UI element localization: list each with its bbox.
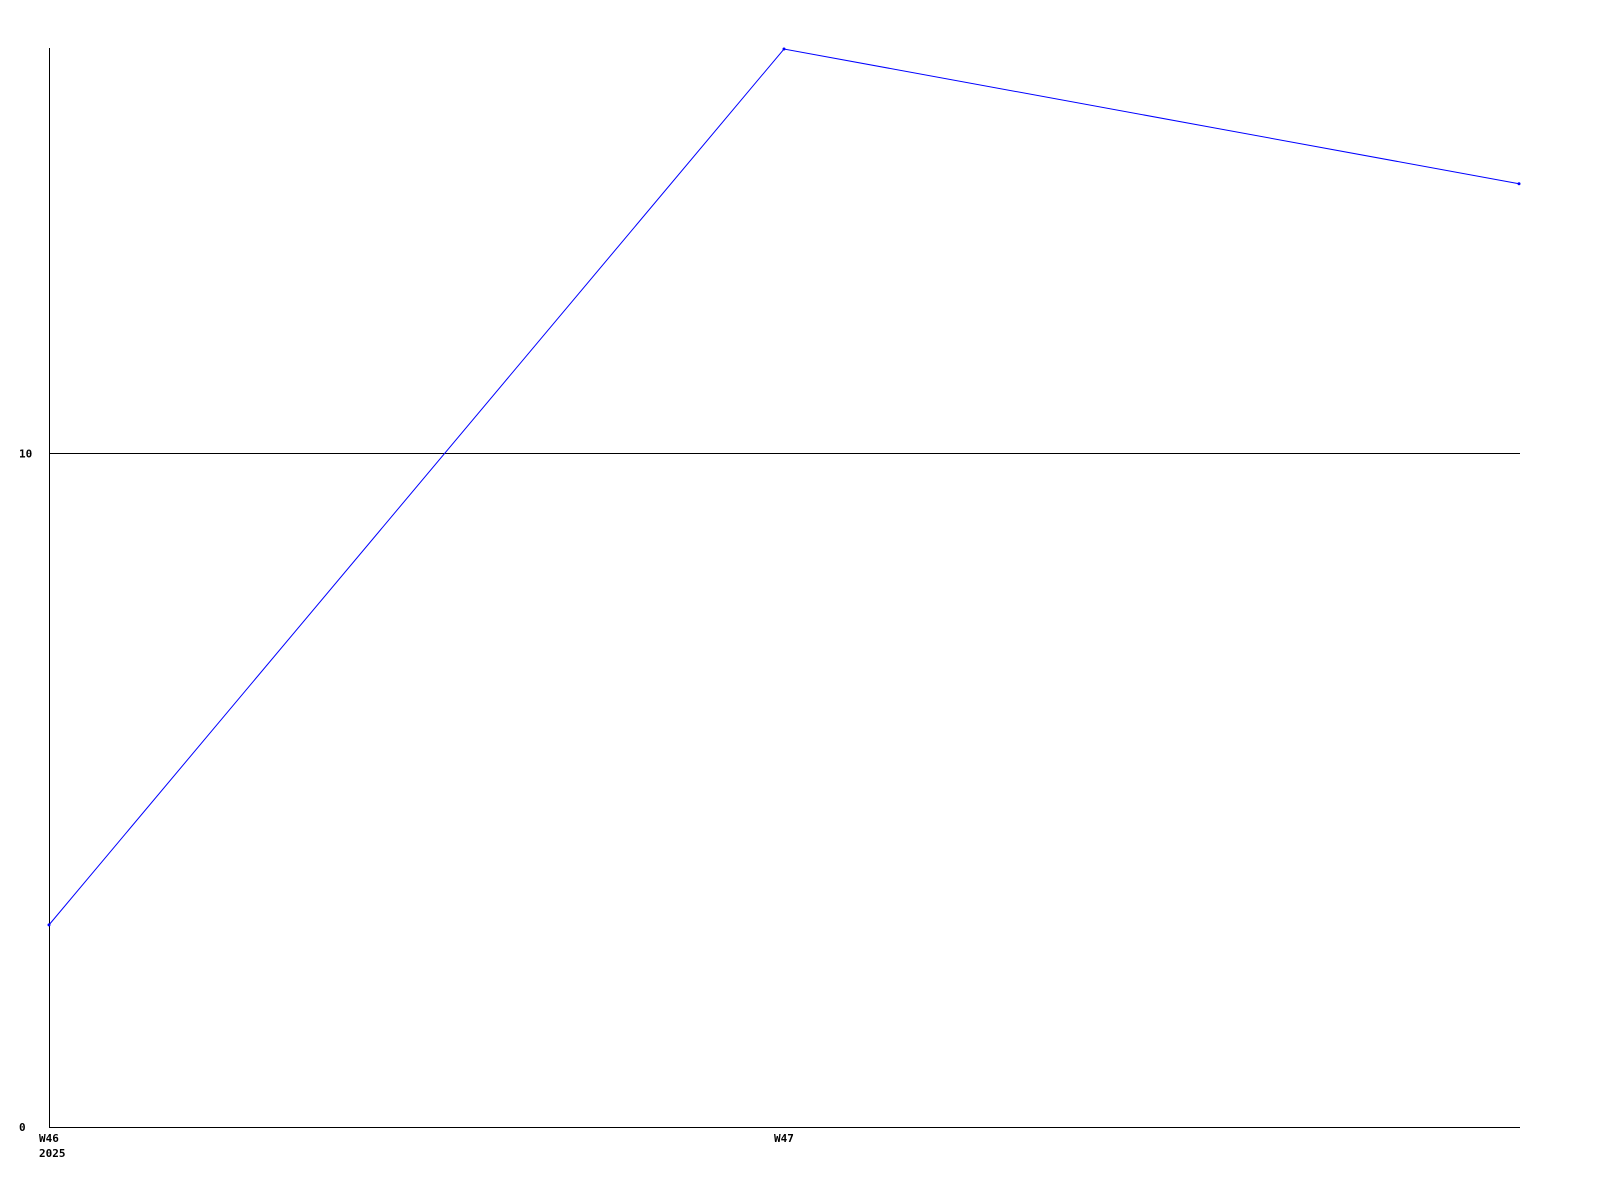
x-tick-label: W46 — [39, 1132, 59, 1145]
x-year-label: 2025 — [39, 1147, 66, 1160]
data-point — [47, 923, 51, 927]
series-group — [47, 47, 1521, 927]
y-tick-label: 0 — [19, 1121, 26, 1134]
y-tick-label: 10 — [19, 447, 32, 460]
x-tick-labels: W46 W47 — [39, 1132, 794, 1145]
y-tick-labels: 0 10 — [19, 447, 32, 1134]
data-point — [782, 47, 786, 51]
x-tick-label: W47 — [774, 1132, 794, 1145]
data-point — [1517, 182, 1521, 186]
series-line — [48, 48, 1520, 926]
